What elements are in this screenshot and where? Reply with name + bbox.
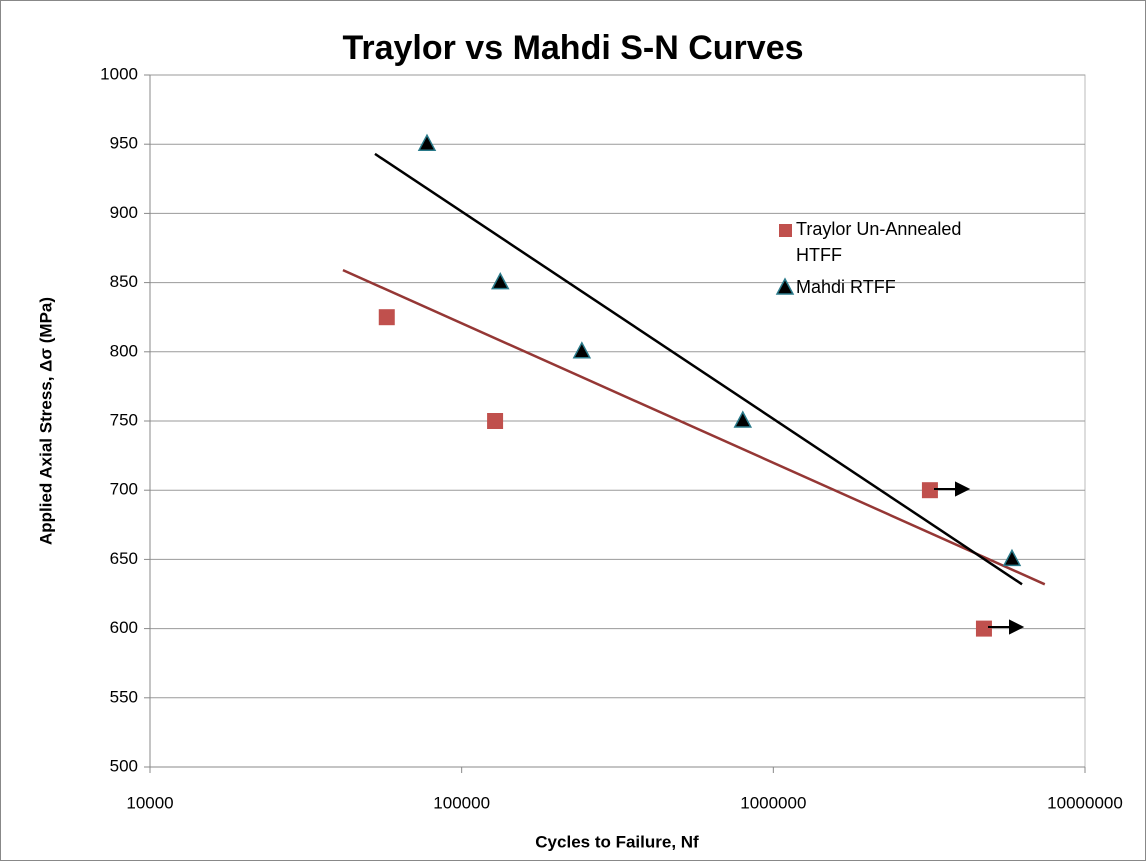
arrow-head [1009, 619, 1025, 635]
x-tick-label: 1000000 [740, 793, 806, 812]
y-tick-label: 1000 [100, 64, 138, 83]
y-tick-label: 650 [110, 549, 138, 568]
y-tick-label: 600 [110, 618, 138, 637]
point [1002, 548, 1022, 567]
point [733, 410, 753, 428]
y-axis-label: Applied Axial Stress, Δσ (MPa) [36, 297, 55, 545]
point [921, 482, 938, 499]
point [487, 413, 504, 429]
y-tick-label: 550 [110, 687, 138, 706]
y-tick-label: 800 [110, 341, 138, 360]
y-tick-label: 500 [110, 756, 138, 775]
legend-item: Traylor Un-Annealed HTFF [796, 219, 962, 265]
y-tick-label: 950 [110, 134, 138, 153]
trendline [342, 269, 1046, 586]
legend-label: Traylor Un-Annealed HTFF [796, 219, 962, 265]
legend-marker [775, 277, 795, 295]
x-tick-label: 10000 [126, 793, 173, 812]
chart-title: Traylor vs Mahdi S-N Curves [342, 29, 803, 67]
y-tick-label: 900 [110, 203, 138, 222]
y-tick-label: 750 [110, 410, 138, 429]
point [491, 272, 510, 290]
point [417, 133, 437, 151]
x-tick-label: 10000000 [1047, 793, 1123, 812]
y-tick-label: 850 [110, 272, 138, 291]
legend-label: Mahdi RTFF [796, 277, 896, 297]
point [572, 341, 592, 359]
arrow-head [955, 481, 971, 497]
legend-item: Mahdi RTFF [796, 277, 896, 297]
y-tick-label: 700 [110, 480, 138, 499]
runout-arrows [934, 481, 1025, 635]
x-tick-label: 100000 [433, 793, 490, 812]
x-axis-label: Cycles to Failure, Nf [535, 832, 699, 851]
legend-marker [779, 224, 792, 237]
trendline [374, 152, 1023, 586]
point [975, 620, 992, 637]
point [378, 309, 395, 326]
